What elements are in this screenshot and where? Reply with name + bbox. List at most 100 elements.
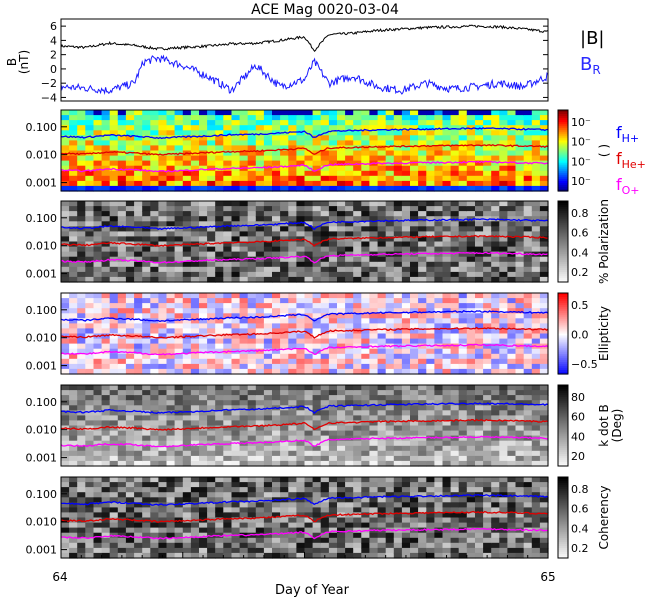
- spectrogram-cell: [263, 130, 273, 136]
- spectrogram-cell: [134, 445, 143, 452]
- spectrogram-cell: [263, 323, 273, 330]
- spectrogram-cell: [117, 502, 127, 508]
- spectrogram-cell: [69, 532, 78, 539]
- spectrogram-cell: [109, 552, 119, 559]
- spectrogram-cell: [345, 241, 354, 248]
- colorbar-step: [558, 349, 568, 353]
- colorbar-step: [558, 215, 568, 218]
- spectrogram-cell: [418, 353, 427, 360]
- spectrogram-cell: [385, 308, 395, 314]
- spectrogram-cell: [418, 140, 427, 147]
- spectrogram-cell: [255, 201, 265, 207]
- spectrogram-cell: [182, 313, 192, 319]
- spectrogram-cell: [296, 110, 306, 116]
- spectrogram-cell: [263, 155, 273, 162]
- colorbar-step: [558, 347, 568, 351]
- spectrogram-cell: [117, 318, 127, 324]
- spectrogram-cell: [109, 313, 119, 319]
- spectrogram-cell: [223, 266, 232, 273]
- spectrogram-cell: [166, 547, 176, 554]
- spectrogram-cell: [109, 395, 119, 401]
- spectrogram-cell: [466, 348, 476, 355]
- spectrogram-cell: [426, 271, 435, 278]
- spectrogram-cell: [345, 251, 354, 258]
- spectrogram-cell: [312, 231, 322, 238]
- spectrogram-cell: [247, 487, 257, 493]
- spectrogram-cell: [101, 425, 111, 432]
- spectrogram-cell: [304, 110, 314, 116]
- spectrogram-cell: [61, 110, 70, 116]
- spectrogram-cell: [280, 130, 289, 136]
- spectrogram-cell: [239, 261, 249, 268]
- colorbar-tick-label: −0.5: [571, 358, 598, 371]
- gyrofreq-line-fO: [60, 160, 549, 173]
- spectrogram-cell: [377, 552, 387, 559]
- spectrogram-cell: [166, 170, 176, 177]
- spectrogram-cell: [418, 395, 427, 401]
- spectrogram-cell: [288, 415, 297, 422]
- spectrogram-cell: [434, 135, 444, 141]
- spectrogram-cell: [531, 115, 541, 121]
- spectrogram-cell: [280, 175, 289, 182]
- spectrogram-cell: [150, 348, 159, 355]
- spectrogram-cell: [466, 507, 476, 514]
- spectrogram-cell: [61, 547, 70, 554]
- spectrogram-cell: [182, 492, 192, 498]
- spectrogram-cell: [523, 271, 533, 278]
- spectrogram-cell: [61, 522, 70, 529]
- spectrogram-cell: [182, 236, 192, 243]
- spectrogram-cell: [263, 460, 273, 467]
- spectrogram-cell: [345, 308, 354, 314]
- colorbar-step: [558, 419, 568, 422]
- spectrogram-cell: [69, 155, 78, 162]
- spectrogram-cell: [215, 145, 224, 152]
- spectrogram-cell: [466, 440, 476, 447]
- spectrogram-cell: [466, 460, 476, 467]
- spectrogram-cell: [134, 135, 143, 141]
- spectrogram-cell: [85, 368, 94, 375]
- spectrogram-cell: [101, 140, 111, 147]
- spectrogram-cell: [255, 460, 265, 467]
- spectrogram-cell: [393, 120, 403, 126]
- spectrogram-cell: [426, 430, 435, 437]
- spectrogram-cell: [320, 303, 330, 309]
- spectrogram-cell: [255, 385, 265, 391]
- spectrogram-cell: [377, 547, 387, 554]
- spectrogram-cell: [231, 231, 241, 238]
- spectrogram-cell: [531, 120, 541, 126]
- spectrogram-cell: [369, 477, 379, 483]
- spectrogram-cell: [109, 420, 119, 427]
- spectrogram-cell: [255, 150, 265, 157]
- spectrogram-cell: [312, 405, 322, 411]
- spectrogram-cell: [117, 115, 127, 121]
- colorbar-step: [558, 253, 568, 257]
- spectrogram-cell: [288, 482, 297, 488]
- spectrogram-cell: [442, 170, 452, 177]
- spectrogram-cell: [337, 430, 346, 437]
- spectrogram-cell: [458, 450, 468, 457]
- spectrogram-cell: [207, 547, 216, 554]
- spectrogram-cell: [239, 425, 249, 432]
- spectrogram-cell: [434, 410, 444, 416]
- spectrogram-cell: [393, 477, 403, 483]
- spectrogram-cell: [515, 221, 525, 227]
- spectrogram-cell: [304, 537, 314, 544]
- spectrogram-cell: [450, 303, 460, 309]
- spectrogram-cell: [418, 201, 427, 207]
- spectrogram-cell: [263, 527, 273, 534]
- spectrogram-cell: [166, 445, 176, 452]
- spectrogram-cell: [207, 170, 216, 177]
- spectrogram-cell: [361, 395, 370, 401]
- spectrogram-cell: [312, 201, 322, 207]
- spectrogram-cell: [231, 110, 241, 116]
- spectrogram-cell: [255, 542, 265, 549]
- spectrogram-cell: [369, 246, 379, 253]
- spectrogram-cell: [410, 430, 419, 437]
- spectrogram-cell: [320, 517, 330, 524]
- spectrogram-cell: [353, 482, 362, 488]
- spectrogram-cell: [190, 532, 200, 539]
- spectrogram-cell: [93, 318, 103, 324]
- spectrogram-cell: [77, 120, 86, 126]
- spectrogram-cell: [166, 180, 176, 187]
- spectrogram-cell: [499, 298, 508, 304]
